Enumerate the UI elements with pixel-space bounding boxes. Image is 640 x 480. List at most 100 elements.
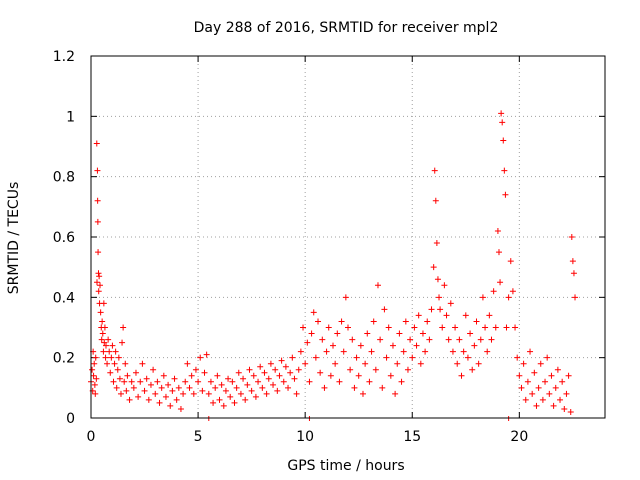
data-point (374, 282, 381, 289)
data-point (120, 324, 127, 331)
data-point (447, 300, 454, 307)
data-point (462, 312, 469, 319)
data-point (227, 393, 234, 400)
data-point (501, 167, 508, 174)
data-point (235, 369, 242, 376)
x-tick-label: 0 (87, 429, 96, 445)
data-point (437, 306, 444, 313)
data-point (366, 378, 373, 385)
data-point (214, 372, 221, 379)
data-point (259, 384, 266, 391)
data-point (482, 324, 489, 331)
data-point (250, 372, 257, 379)
data-point (404, 366, 411, 373)
y-axis-label: SRMTID / TECUs (6, 182, 22, 295)
data-point (411, 324, 418, 331)
data-point (407, 336, 414, 343)
data-point (195, 378, 202, 385)
data-point (220, 402, 227, 409)
data-point (105, 336, 112, 343)
data-point (272, 366, 279, 373)
data-point (291, 375, 298, 382)
data-point (368, 348, 375, 355)
data-point (96, 273, 103, 280)
data-point (494, 227, 501, 234)
data-point (433, 240, 440, 247)
data-point (520, 360, 527, 367)
y-tick-label: 1.2 (53, 49, 75, 65)
data-point (177, 405, 184, 412)
data-point (383, 354, 390, 361)
data-point (554, 366, 561, 373)
data-point (385, 324, 392, 331)
data-point (492, 324, 499, 331)
data-point (306, 378, 313, 385)
data-point (124, 372, 131, 379)
data-point (498, 110, 505, 117)
data-point (108, 354, 115, 361)
data-point (160, 372, 167, 379)
data-point (231, 399, 238, 406)
data-point (426, 336, 433, 343)
data-point (95, 249, 102, 256)
data-point (99, 330, 106, 337)
data-point (180, 390, 187, 397)
data-point (569, 258, 576, 265)
data-point (454, 360, 461, 367)
data-point (162, 393, 169, 400)
data-point (381, 306, 388, 313)
data-point (169, 387, 176, 394)
data-point (327, 372, 334, 379)
data-point (357, 342, 364, 349)
data-point (139, 360, 146, 367)
data-point (93, 279, 100, 286)
data-point (417, 360, 424, 367)
data-point (413, 342, 420, 349)
data-point (101, 339, 108, 346)
data-point (222, 387, 229, 394)
data-point (130, 384, 137, 391)
data-point (467, 330, 474, 337)
data-point (428, 306, 435, 313)
data-point (568, 234, 575, 240)
data-point (280, 378, 287, 385)
data-point (137, 378, 144, 385)
data-point (436, 294, 443, 301)
data-point (321, 384, 328, 391)
data-point (317, 369, 324, 376)
data-point (445, 336, 452, 343)
data-point (567, 408, 574, 415)
data-point (300, 324, 307, 331)
data-point (310, 309, 317, 316)
data-point (460, 348, 467, 355)
data-point (449, 348, 456, 355)
x-axis-label: GPS time / hours (287, 458, 404, 474)
data-point (415, 312, 422, 319)
data-point (113, 384, 120, 391)
data-point (246, 366, 253, 373)
data-point (285, 384, 292, 391)
y-tick-label: 0.2 (53, 351, 75, 367)
data-point (516, 372, 523, 379)
data-point (244, 381, 251, 388)
data-point (287, 369, 294, 376)
data-point (500, 137, 507, 144)
data-point (104, 360, 111, 367)
data-point (304, 339, 311, 346)
data-point (289, 354, 296, 361)
data-point (353, 354, 360, 361)
data-point (255, 378, 262, 385)
data-point (261, 369, 268, 376)
data-point (308, 330, 315, 337)
data-point (147, 381, 154, 388)
data-point (565, 372, 572, 379)
data-point (473, 318, 480, 325)
data-point (544, 354, 551, 361)
data-point (387, 372, 394, 379)
data-point (116, 375, 123, 382)
data-point (359, 390, 366, 397)
data-point (91, 360, 98, 367)
data-point (154, 378, 161, 385)
data-point (293, 390, 300, 397)
y-tick-label: 0.8 (53, 170, 75, 186)
